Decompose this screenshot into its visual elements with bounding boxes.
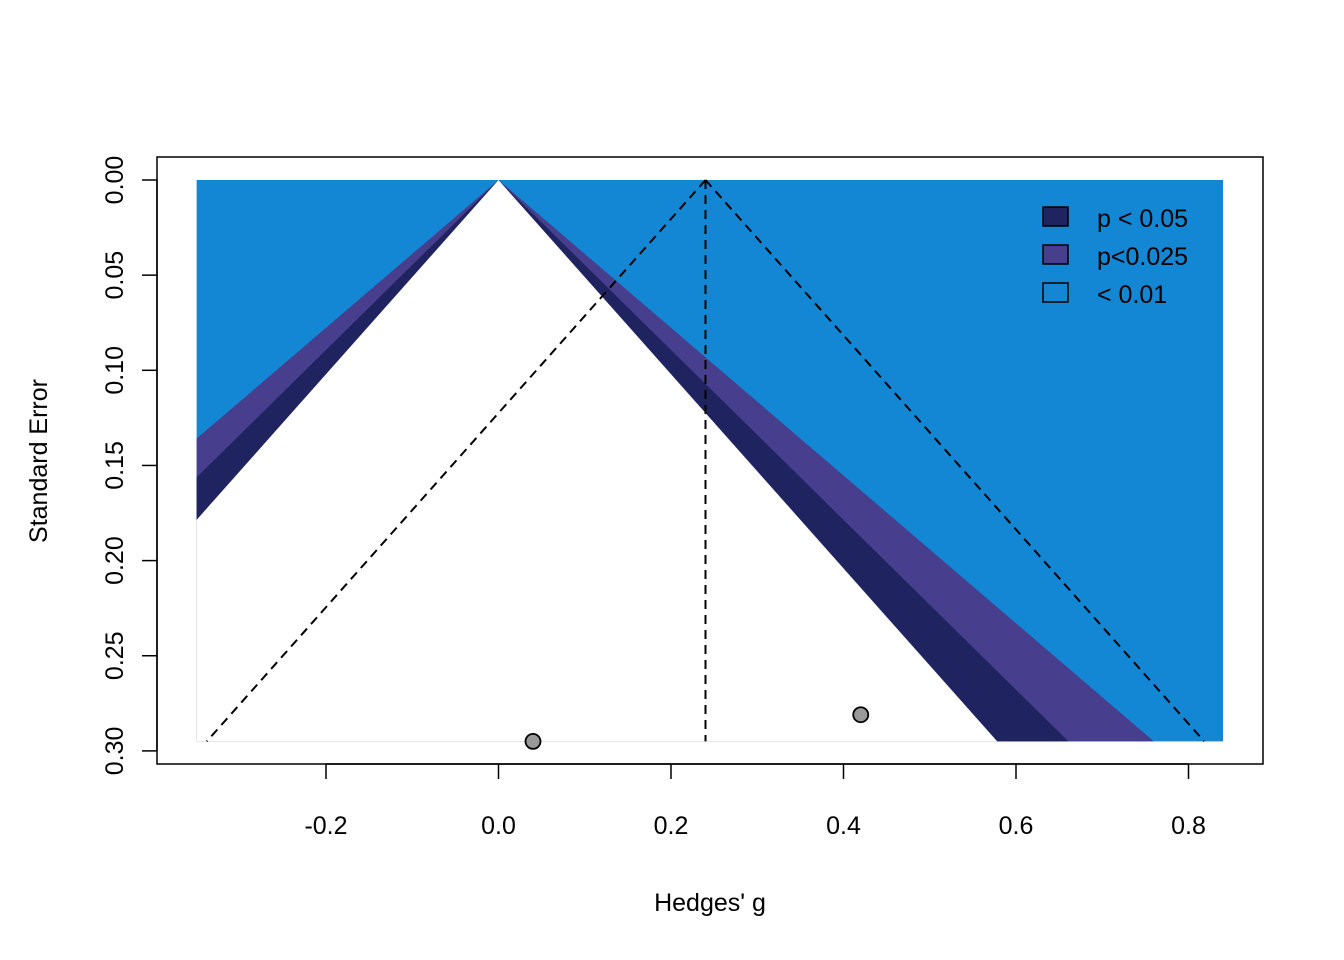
y-tick-label: 0.20 — [101, 536, 129, 585]
legend-label-1: p < 0.05 — [1097, 205, 1188, 233]
x-axis-title: Hedges' g — [654, 889, 766, 917]
x-tick-label: 0.6 — [999, 812, 1034, 840]
data-point-1 — [524, 732, 542, 750]
y-tick-label: 0.30 — [101, 727, 129, 776]
funnel-right-line — [704, 179, 1205, 743]
x-tick-label: 0.4 — [826, 812, 861, 840]
funnel-lines — [206, 179, 1205, 743]
y-tick-label: 0.15 — [101, 441, 129, 490]
legend-swatch-2 — [1042, 244, 1069, 265]
y-tick-label: 0.00 — [101, 156, 129, 205]
x-tick-label: 0.2 — [654, 812, 689, 840]
legend: p < 0.05 p<0.025 < 0.01 — [1042, 205, 1188, 309]
x-tick-label: -0.2 — [304, 812, 347, 840]
contour-region-inner-3 — [196, 180, 998, 742]
legend-label-3: < 0.01 — [1097, 281, 1167, 309]
plot-region — [196, 179, 1224, 750]
x-tick-label: 0.0 — [481, 812, 516, 840]
legend-swatch-1 — [1042, 206, 1069, 227]
contour-regions — [196, 180, 1224, 742]
legend-label-2: p<0.025 — [1097, 243, 1188, 271]
y-tick-label: 0.25 — [101, 631, 129, 680]
x-axis: -0.2 0.0 0.2 0.4 0.6 0.8 — [304, 763, 1206, 840]
y-axis-title: Standard Error — [25, 379, 53, 543]
legend-swatch-3 — [1042, 282, 1069, 303]
x-tick-label: 0.8 — [1171, 812, 1206, 840]
data-point-2 — [852, 706, 870, 724]
y-tick-label: 0.10 — [101, 346, 129, 395]
funnel-left-line — [206, 179, 707, 743]
y-tick-label: 0.05 — [101, 251, 129, 300]
y-axis: 0.00 0.05 0.10 0.15 0.20 0.25 0.30 — [101, 156, 158, 776]
data-points — [524, 706, 870, 750]
